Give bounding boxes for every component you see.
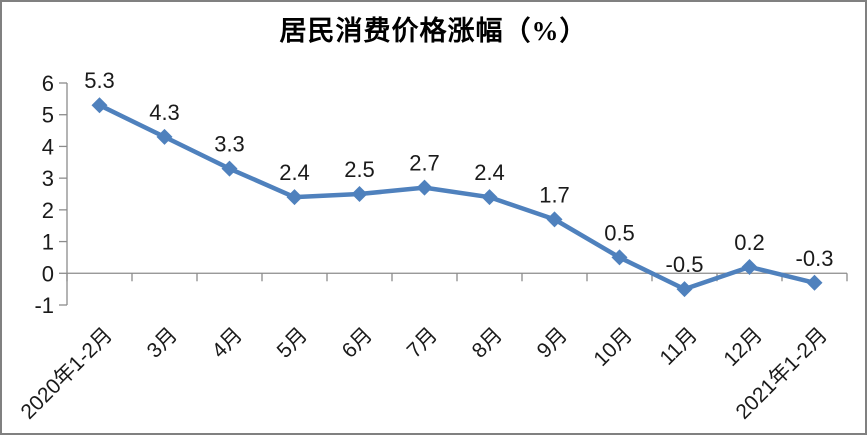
y-tick-label: 4: [42, 134, 54, 159]
x-tick-label: 6月: [338, 323, 377, 362]
y-tick-label: 6: [42, 71, 54, 96]
data-point-marker: [91, 97, 108, 114]
x-tick-label: 12月: [719, 323, 767, 371]
data-point-label: 2.4: [279, 160, 310, 185]
data-point-marker: [416, 179, 433, 196]
x-tick-label: 7月: [403, 323, 442, 362]
x-tick-label: 4月: [208, 323, 247, 362]
y-tick-label: 5: [42, 103, 54, 128]
y-tick-label: 1: [42, 230, 54, 255]
y-tick-label: 2: [42, 198, 54, 223]
y-tick-label: 3: [42, 166, 54, 191]
y-tick-label: 0: [42, 261, 54, 286]
data-point-marker: [676, 281, 693, 298]
data-point-marker: [806, 274, 823, 291]
chart-title: 居民消费价格涨幅（%）: [279, 16, 588, 46]
data-point-marker: [481, 189, 498, 206]
data-point-marker: [286, 189, 303, 206]
x-tick-label: 11月: [655, 323, 702, 370]
data-point-label: 5.3: [84, 68, 115, 93]
y-tick-label: -1: [34, 293, 54, 318]
data-point-label: 3.3: [214, 132, 245, 157]
x-tick-label: 2020年1-2月: [17, 323, 117, 423]
data-point-label: -0.5: [666, 252, 704, 277]
x-tick-label: 9月: [533, 323, 572, 362]
data-point-marker: [611, 249, 628, 266]
data-point-label: -0.3: [796, 246, 834, 271]
data-point-label: 2.5: [344, 157, 375, 182]
x-tick-label: 10月: [589, 323, 637, 371]
x-tick-label: 3月: [143, 323, 182, 362]
data-point-label: 1.7: [539, 182, 570, 207]
data-point-marker: [546, 211, 563, 228]
x-tick-label: 8月: [468, 323, 507, 362]
data-point-label: 4.3: [149, 100, 180, 125]
series-line: [97, 102, 817, 292]
data-point-label: 2.7: [409, 151, 440, 176]
data-point-marker: [741, 258, 758, 275]
data-point-label: 2.4: [474, 160, 505, 185]
x-tick-label: 5月: [273, 323, 312, 362]
data-point-marker: [221, 160, 238, 177]
data-point-marker: [156, 128, 173, 145]
data-point-label: 0.2: [734, 230, 765, 255]
data-point-marker: [351, 186, 368, 202]
data-point-label: 0.5: [604, 220, 635, 245]
